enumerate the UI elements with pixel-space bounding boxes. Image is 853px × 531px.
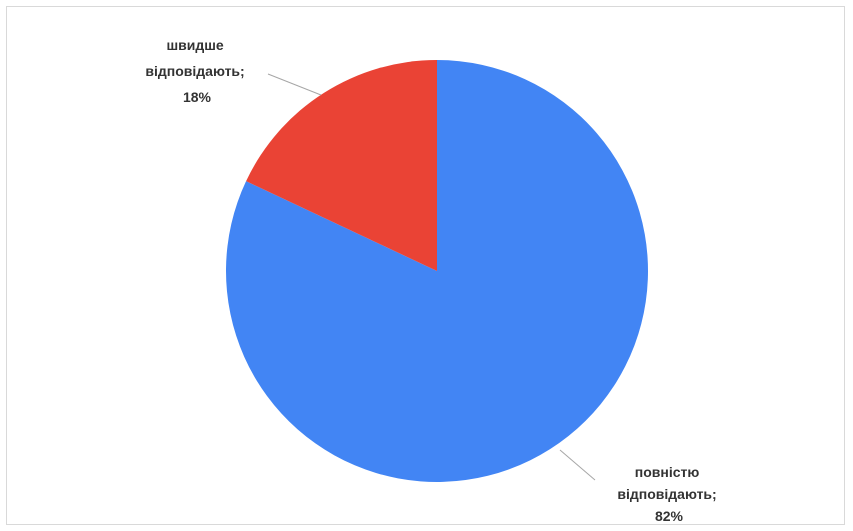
pie-slices bbox=[226, 60, 649, 482]
data-label-full-line2: відповідають; bbox=[617, 486, 716, 502]
data-label-partial-line2: відповідають; bbox=[145, 63, 244, 79]
leader-line-full bbox=[559, 449, 596, 481]
data-label-partial: швидше відповідають; 18% bbox=[145, 37, 248, 105]
data-label-partial-line1: швидше bbox=[166, 37, 223, 53]
pie-slice-full bbox=[226, 60, 649, 482]
pie-slice-partial bbox=[246, 60, 437, 271]
data-label-full-line1: повністю bbox=[635, 464, 700, 480]
leader-line-partial bbox=[267, 73, 322, 96]
data-label-full: повністю відповідають; 82% bbox=[617, 464, 720, 524]
data-label-partial-line3: 18% bbox=[183, 89, 212, 105]
data-label-full-line3: 82% bbox=[655, 508, 684, 524]
